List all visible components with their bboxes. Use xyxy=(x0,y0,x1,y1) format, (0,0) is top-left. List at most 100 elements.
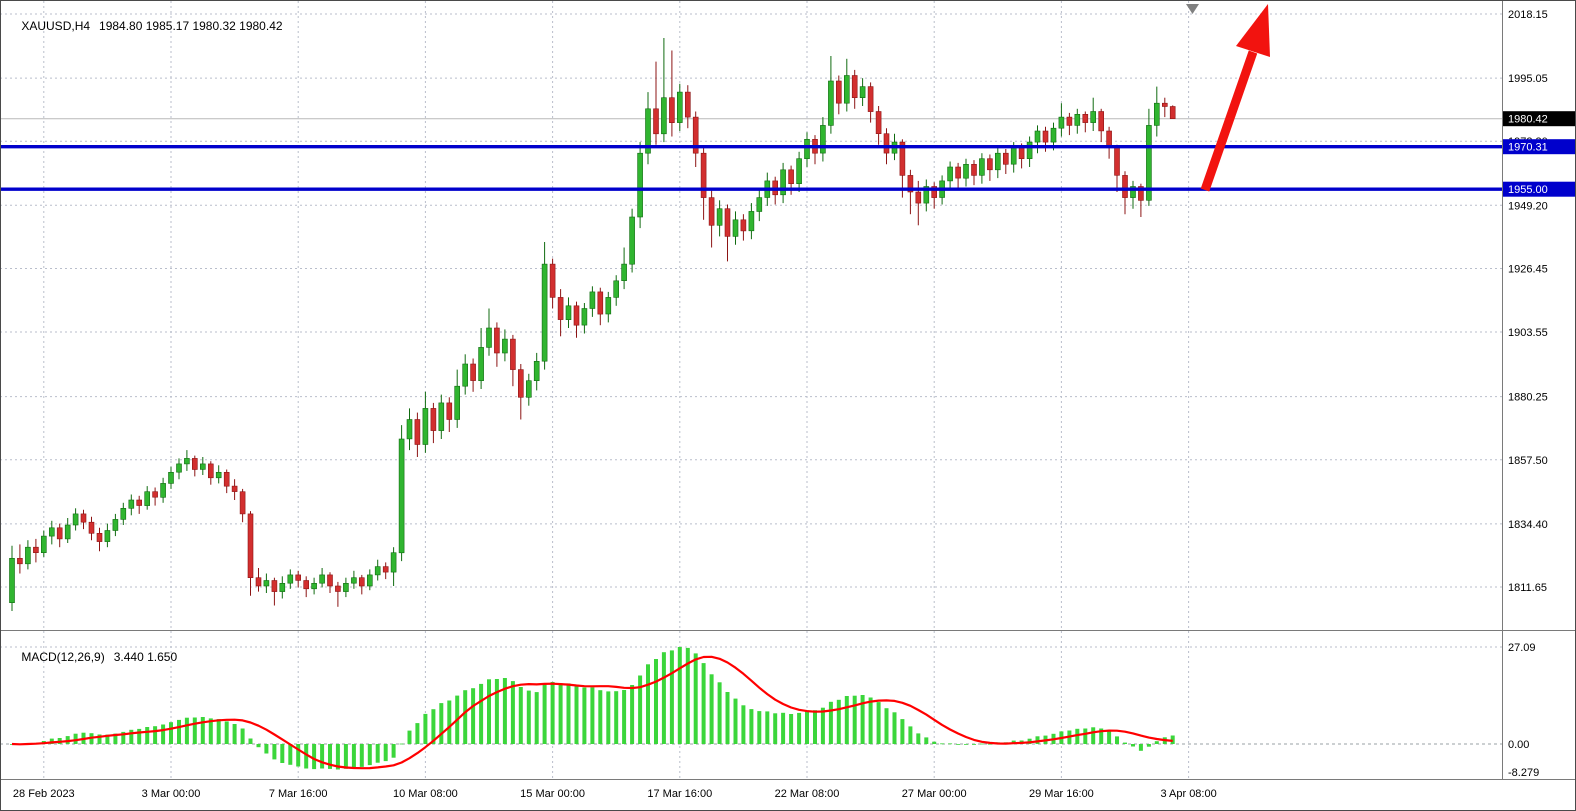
svg-text:1955.00: 1955.00 xyxy=(1508,184,1548,196)
candle xyxy=(708,190,715,248)
candle xyxy=(684,85,691,129)
candle xyxy=(80,509,87,530)
candle xyxy=(136,495,142,514)
candle xyxy=(748,203,755,240)
candle xyxy=(843,58,850,112)
svg-text:1970.31: 1970.31 xyxy=(1508,142,1548,154)
candle xyxy=(414,412,421,457)
time-axis-label: 17 Mar 16:00 xyxy=(647,788,712,800)
price-axis-label: 1880.25 xyxy=(1508,392,1548,404)
candle xyxy=(271,577,278,606)
candle xyxy=(828,56,834,134)
candle xyxy=(907,169,914,215)
candle xyxy=(796,151,802,192)
price-axis-label: 1949.20 xyxy=(1508,200,1548,212)
candle xyxy=(104,523,111,548)
candle xyxy=(716,200,723,237)
candle xyxy=(780,162,786,204)
candle xyxy=(517,364,524,420)
candle xyxy=(645,92,651,165)
candle xyxy=(287,569,294,589)
macd-scale-zero-label: 0.00 xyxy=(1508,739,1529,751)
horizontal-level-line[interactable]: 1955.00 xyxy=(0,181,1576,197)
macd-values-label: 3.440 1.650 xyxy=(113,650,178,664)
time-axis-label: 3 Apr 08:00 xyxy=(1160,788,1216,800)
candle xyxy=(351,570,357,589)
candle xyxy=(263,573,270,593)
candle xyxy=(343,577,349,598)
time-axis-label: 29 Mar 16:00 xyxy=(1029,788,1094,800)
chart-title: XAUUSD,H4 1984.80 1985.17 1980.32 1980.42 xyxy=(8,5,292,47)
candle xyxy=(295,570,302,588)
candle xyxy=(64,518,71,543)
price-axis-label: 1995.05 xyxy=(1508,73,1548,85)
candle xyxy=(33,538,39,563)
candle xyxy=(96,527,103,552)
candle xyxy=(1002,149,1009,174)
macd-signal-line xyxy=(11,655,1173,770)
macd-scale-max-label: 27.09 xyxy=(1508,642,1536,654)
candle xyxy=(398,425,405,562)
candle xyxy=(955,162,961,188)
candle xyxy=(859,78,866,106)
candle xyxy=(112,513,119,537)
time-axis-label: 7 Mar 16:00 xyxy=(269,788,328,800)
candle xyxy=(120,502,127,525)
price-axis-label: 2018.15 xyxy=(1508,9,1548,21)
macd-name-label: MACD(12,26,9) xyxy=(21,650,105,664)
candle xyxy=(621,247,627,290)
candle xyxy=(215,465,222,484)
candle xyxy=(478,328,484,389)
candle xyxy=(327,572,333,593)
candle xyxy=(756,189,763,222)
time-axis-label: 27 Mar 00:00 xyxy=(902,788,967,800)
candle xyxy=(724,204,731,262)
candle xyxy=(510,334,516,387)
candle xyxy=(676,83,683,131)
candle xyxy=(486,308,492,356)
trend-arrow[interactable] xyxy=(1200,4,1270,192)
chart-shift-marker-icon xyxy=(1186,4,1199,14)
candle xyxy=(947,161,953,190)
candle xyxy=(184,450,190,471)
candle xyxy=(494,322,500,367)
candle xyxy=(1058,103,1065,137)
candle xyxy=(931,182,938,209)
candle xyxy=(279,576,286,599)
current-price-badge: 1980.42 xyxy=(1503,111,1576,127)
time-axis[interactable]: 28 Feb 2023 3 Mar 00:00 7 Mar 16:00 10 Mar … xyxy=(13,788,1217,800)
candle xyxy=(200,457,206,475)
candle xyxy=(128,494,135,516)
candle xyxy=(1066,112,1073,136)
candle xyxy=(541,242,548,370)
candle xyxy=(25,540,31,570)
candle xyxy=(605,291,612,323)
candle xyxy=(17,544,23,574)
candle xyxy=(239,488,246,523)
candle xyxy=(581,303,588,334)
indicator-label: MACD(12,26,9) 3.440 1.650 xyxy=(8,636,186,678)
candle xyxy=(661,38,667,143)
candlestick-series xyxy=(9,38,1176,611)
candle xyxy=(422,391,429,453)
time-axis-label: 10 Mar 08:00 xyxy=(393,788,458,800)
symbol-period-label: XAUUSD,H4 xyxy=(21,19,91,33)
candle xyxy=(319,568,325,588)
candle xyxy=(168,466,174,489)
candle xyxy=(406,408,413,451)
time-axis-label: 3 Mar 00:00 xyxy=(142,788,201,800)
candle xyxy=(247,511,254,596)
candle xyxy=(470,358,476,392)
candle xyxy=(152,487,158,506)
candle xyxy=(971,160,977,186)
candle xyxy=(851,69,858,109)
candle xyxy=(160,477,166,503)
candle xyxy=(374,559,381,581)
candle xyxy=(446,397,453,432)
candle xyxy=(1154,86,1160,137)
horizontal-level-line[interactable]: 1970.31 xyxy=(0,139,1576,155)
candle xyxy=(923,179,930,212)
candle xyxy=(1034,125,1041,154)
